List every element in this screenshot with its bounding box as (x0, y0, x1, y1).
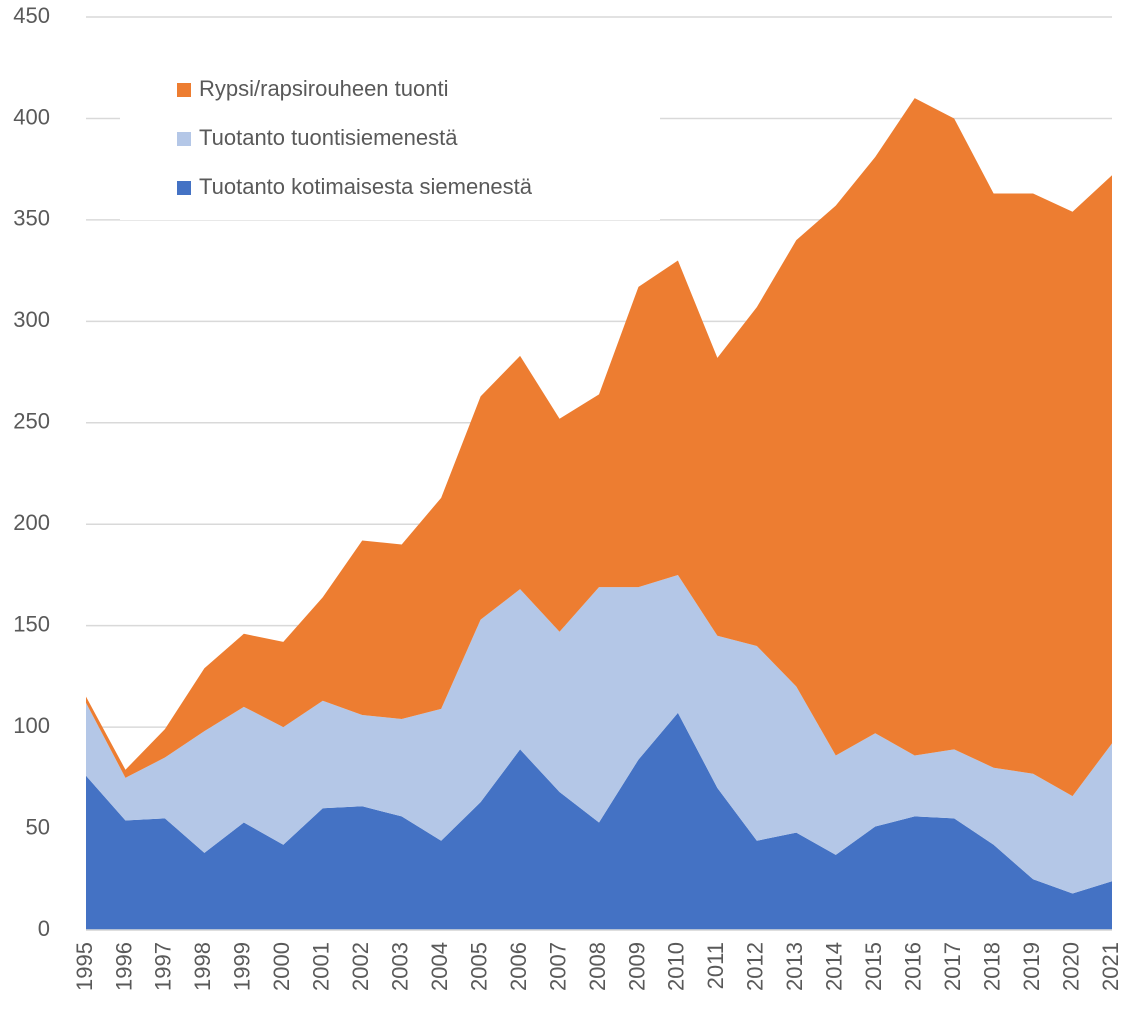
x-tick-label: 2004 (427, 942, 452, 991)
x-tick-label: 2017 (940, 942, 965, 991)
x-tick-label: 1995 (72, 942, 97, 991)
y-tick-label: 250 (13, 409, 50, 434)
x-tick-label: 1996 (111, 942, 136, 991)
legend-label: Rypsi/rapsirouheen tuonti (199, 76, 448, 101)
areas (86, 98, 1112, 930)
x-tick-label: 2002 (348, 942, 373, 991)
x-tick-label: 2013 (782, 942, 807, 991)
y-tick-label: 0 (38, 916, 50, 941)
x-tick-label: 2021 (1098, 942, 1123, 991)
y-tick-label: 450 (13, 3, 50, 28)
legend-swatch (177, 83, 191, 97)
legend-swatch (177, 181, 191, 195)
y-tick-label: 400 (13, 104, 50, 129)
legend: Rypsi/rapsirouheen tuonti Tuotanto tuonti… (120, 60, 660, 220)
legend-background (120, 60, 660, 220)
area (86, 574, 1112, 894)
x-tick-label: 2006 (506, 942, 531, 991)
x-tick-label: 2016 (901, 942, 926, 991)
y-tick-label: 350 (13, 206, 50, 231)
x-tick-label: 2003 (388, 942, 413, 991)
x-tick-label: 2018 (979, 942, 1004, 991)
x-tick-label: 2014 (822, 942, 847, 991)
legend-label: Tuotanto kotimaisesta siemenestä (199, 174, 533, 199)
x-tick-label: 2019 (1019, 942, 1044, 991)
x-tick-label: 2007 (545, 942, 570, 991)
y-tick-label: 200 (13, 510, 50, 535)
area (86, 712, 1112, 930)
x-tick-label: 1999 (230, 942, 255, 991)
x-tick-label: 2009 (624, 942, 649, 991)
x-tick-label: 2001 (309, 942, 334, 991)
x-tick-label: 2020 (1058, 942, 1083, 991)
x-tick-label: 2000 (269, 942, 294, 991)
axes: 0 50 100 150 200 250 300 350 400 450 1995 1996 1997 1… (13, 3, 1123, 991)
y-tick-label: 300 (13, 307, 50, 332)
y-tick-label: 150 (13, 611, 50, 636)
x-tick-label: 2005 (466, 942, 491, 991)
x-tick-label: 2011 (703, 942, 728, 989)
legend-label: Tuotanto tuontisiemenestä (199, 125, 458, 150)
y-tick-label: 100 (13, 713, 50, 738)
x-tick-label: 2010 (664, 942, 689, 991)
area (86, 98, 1112, 797)
y-tick-label: 50 (26, 814, 50, 839)
x-tick-label: 1997 (151, 942, 176, 991)
x-tick-label: 1998 (190, 942, 215, 991)
x-tick-label: 2012 (743, 942, 768, 991)
x-tick-label: 2015 (861, 942, 886, 991)
x-tick-label: 2008 (585, 942, 610, 991)
legend-swatch (177, 132, 191, 146)
